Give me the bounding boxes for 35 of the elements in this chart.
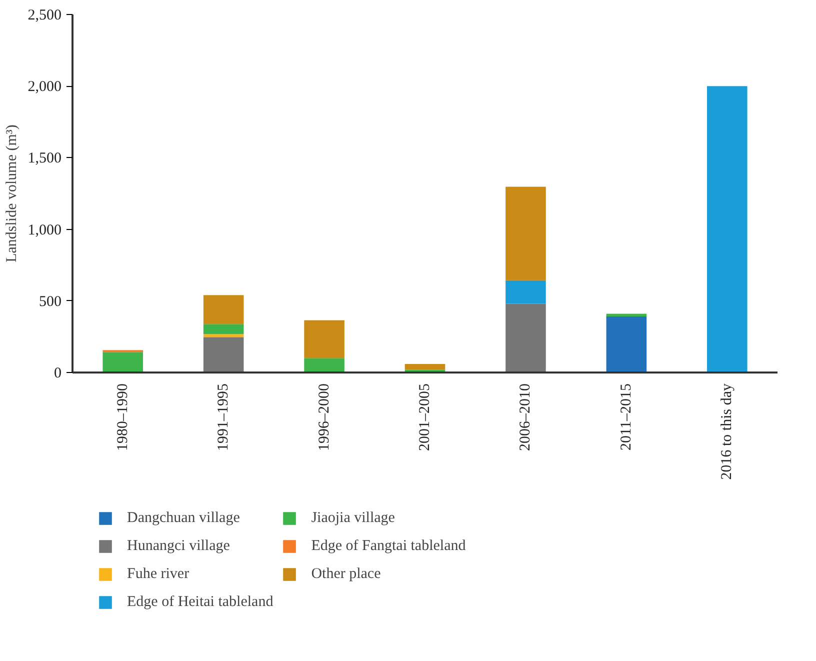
legend-label: Edge of Fangtai tableland <box>311 536 466 556</box>
y-tick-label: 1,500 <box>28 150 62 167</box>
bar <box>304 320 344 358</box>
bar <box>203 337 244 372</box>
x-tick-label: 2001–2005 <box>417 384 433 451</box>
x-tick-label: 1991–1995 <box>216 384 232 451</box>
x-tick-label: 1980–1990 <box>114 384 131 451</box>
legend-label: Other place <box>311 564 381 584</box>
bar <box>506 280 546 304</box>
legend-label: Jiaojia village <box>311 508 395 528</box>
legend-label: Edge of Heitai tableland <box>127 592 274 612</box>
bar <box>606 316 647 372</box>
y-tick-label: 2,500 <box>28 8 62 24</box>
x-tick-label: 2011–2015 <box>618 383 634 450</box>
x-tick-label: 1996–2000 <box>316 384 332 451</box>
bar <box>102 352 143 372</box>
bar <box>304 358 344 372</box>
y-tick-label: 500 <box>39 294 62 310</box>
bar <box>506 186 546 280</box>
legend-label: Fuhe river <box>127 564 190 584</box>
x-tick-label: 2006–2010 <box>518 384 534 451</box>
legend-label: Dangchuan village <box>127 508 240 528</box>
y-tick-label: 2,000 <box>28 79 62 96</box>
bar <box>606 314 647 317</box>
y-tick-label: 1,000 <box>28 222 62 238</box>
y-axis-title: Landslide volume (m³) <box>4 124 20 262</box>
bar <box>203 295 244 324</box>
bar <box>203 324 244 334</box>
legend-label: Hunangci village <box>127 536 230 556</box>
bar <box>203 334 244 338</box>
bar <box>404 364 446 370</box>
y-tick-label: 0 <box>54 366 62 382</box>
bar <box>707 86 748 372</box>
x-tick-label: 2016 to this day <box>719 383 736 480</box>
bar <box>506 304 546 372</box>
